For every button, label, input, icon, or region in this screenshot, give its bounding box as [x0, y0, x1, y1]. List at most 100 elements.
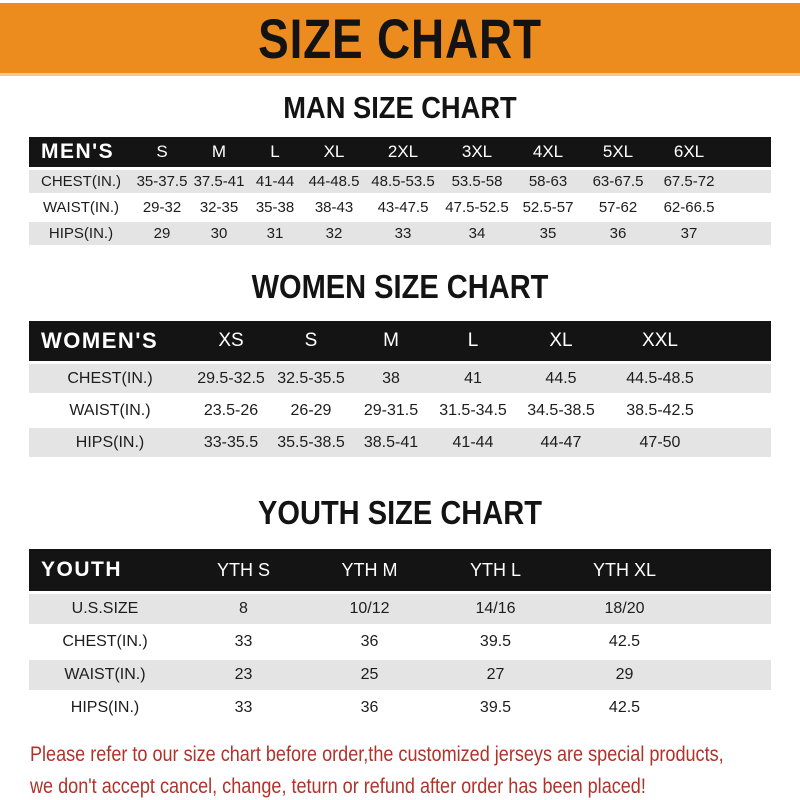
youth-header-row: YOUTH YTH S YTH M YTH L YTH XL: [29, 549, 771, 591]
men-col-header: L: [247, 137, 303, 167]
size-cell: 53.5-58: [451, 173, 503, 190]
row-label: CHEST(IN.): [62, 633, 148, 650]
size-cell: 62-66.5: [663, 199, 715, 216]
size-cell: 14/16: [475, 600, 516, 617]
youth-chest-row: CHEST(IN.) 33 36 39.5 42.5: [29, 627, 771, 657]
men-hips-row: HIPS(IN.) 29 30 31 32 33 34 35 36 37: [29, 222, 771, 245]
size-cell: 38-43: [314, 199, 354, 216]
women-col-header: XL: [515, 321, 607, 361]
women-table-label: WOMEN'S: [29, 321, 191, 361]
men-col-header: 2XL: [365, 137, 441, 167]
men-col-header: M: [191, 137, 247, 167]
size-cell: 41: [464, 369, 482, 387]
row-label: WAIST(IN.): [69, 401, 151, 419]
filler-cell: [691, 594, 771, 624]
size-cell: 47.5-52.5: [445, 199, 509, 216]
size-cell: 63-67.5: [592, 173, 644, 190]
size-cell: 36: [609, 225, 627, 242]
size-cell: 35.5-38.5: [277, 433, 345, 451]
row-label: HIPS(IN.): [48, 225, 114, 242]
row-label: U.S.SIZE: [71, 600, 139, 617]
size-cell: 38.5-41: [363, 433, 419, 451]
size-cell: 41-44: [255, 173, 295, 190]
size-cell: 33: [394, 225, 412, 242]
men-col-header: 5XL: [583, 137, 653, 167]
size-cell: 25: [360, 666, 379, 683]
size-cell: 41-44: [452, 433, 494, 451]
size-cell: 29: [153, 225, 171, 242]
men-table-label: MEN'S: [29, 137, 133, 167]
size-cell: 35-38: [255, 199, 295, 216]
row-label: WAIST(IN.): [42, 199, 120, 216]
size-cell: 29.5-32.5: [197, 369, 265, 387]
youth-section: YOUTH SIZE CHART YOUTH YTH S YTH M YTH L…: [0, 494, 800, 726]
size-cell: 30: [210, 225, 228, 242]
filler-cell: [725, 222, 771, 245]
men-col-header: 6XL: [653, 137, 725, 167]
size-cell: 43-47.5: [377, 199, 429, 216]
row-label: HIPS(IN.): [70, 699, 140, 716]
women-header-row: WOMEN'S XS S M L XL XXL: [29, 321, 771, 361]
youth-ussize-row: U.S.SIZE 8 10/12 14/16 18/20: [29, 594, 771, 624]
men-size-table: MEN'S S M L XL 2XL 3XL 4XL 5XL 6XL CHEST…: [29, 134, 771, 248]
men-chest-row: CHEST(IN.) 35-37.5 37.5-41 41-44 44-48.5…: [29, 170, 771, 193]
women-col-header: L: [431, 321, 515, 361]
filler-cell: [713, 428, 771, 457]
size-cell: 29-32: [142, 199, 182, 216]
size-cell: 29-31.5: [363, 401, 419, 419]
size-cell: 26-29: [290, 401, 332, 419]
size-cell: 32.5-35.5: [277, 369, 345, 387]
size-cell: 36: [360, 633, 379, 650]
filler-cell: [713, 321, 771, 361]
women-size-table: WOMEN'S XS S M L XL XXL CHEST(IN.) 29.5-…: [29, 318, 771, 460]
size-cell: 23: [234, 666, 253, 683]
size-cell: 35: [539, 225, 557, 242]
men-section: MAN SIZE CHART MEN'S S M L XL 2XL 3XL 4X…: [0, 90, 800, 248]
filler-cell: [725, 196, 771, 219]
size-cell: 44.5-48.5: [626, 369, 694, 387]
banner-title: SIZE CHART: [258, 6, 542, 70]
women-section-heading: WOMEN SIZE CHART: [251, 268, 549, 305]
youth-col-header: YTH XL: [558, 549, 691, 591]
size-cell: 33: [234, 699, 253, 716]
row-label: CHEST(IN.): [67, 369, 153, 387]
women-waist-row: WAIST(IN.) 23.5-26 26-29 29-31.5 31.5-34…: [29, 396, 771, 425]
women-col-header: XXL: [607, 321, 713, 361]
size-cell: 37.5-41: [193, 173, 245, 190]
men-col-header: XL: [303, 137, 365, 167]
disclaimer-line-2: we don't accept cancel, change, teturn o…: [30, 774, 646, 798]
size-cell: 58-63: [528, 173, 568, 190]
size-chart-banner: SIZE CHART: [0, 3, 800, 76]
size-cell: 44-47: [540, 433, 582, 451]
filler-cell: [725, 137, 771, 167]
size-cell: 44-48.5: [308, 173, 360, 190]
size-cell: 44.5: [545, 369, 577, 387]
size-cell: 42.5: [608, 699, 641, 716]
size-cell: 33: [234, 633, 253, 650]
disclaimer-text: Please refer to our size chart before or…: [30, 738, 769, 800]
row-label: CHEST(IN.): [41, 173, 121, 190]
size-cell: 38.5-42.5: [626, 401, 694, 419]
filler-cell: [691, 693, 771, 723]
men-col-header: 3XL: [441, 137, 513, 167]
size-cell: 48.5-53.5: [371, 173, 435, 190]
women-hips-row: HIPS(IN.) 33-35.5 35.5-38.5 38.5-41 41-4…: [29, 428, 771, 457]
size-cell: 52.5-57: [522, 199, 574, 216]
size-cell: 29: [615, 666, 634, 683]
size-cell: 34.5-38.5: [527, 401, 595, 419]
filler-cell: [713, 396, 771, 425]
row-label: WAIST(IN.): [64, 666, 146, 683]
size-cell: 33-35.5: [203, 433, 259, 451]
size-cell: 57-62: [598, 199, 638, 216]
men-header-row: MEN'S S M L XL 2XL 3XL 4XL 5XL 6XL: [29, 137, 771, 167]
women-chest-row: CHEST(IN.) 29.5-32.5 32.5-35.5 38 41 44.…: [29, 364, 771, 393]
filler-cell: [725, 170, 771, 193]
youth-col-header: YTH L: [433, 549, 558, 591]
size-cell: 31.5-34.5: [439, 401, 507, 419]
filler-cell: [691, 660, 771, 690]
size-cell: 36: [360, 699, 379, 716]
youth-section-heading: YOUTH SIZE CHART: [258, 494, 542, 531]
youth-hips-row: HIPS(IN.) 33 36 39.5 42.5: [29, 693, 771, 723]
filler-cell: [713, 364, 771, 393]
women-col-header: M: [351, 321, 431, 361]
